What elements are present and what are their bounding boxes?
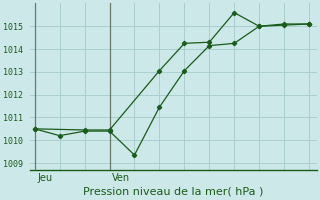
X-axis label: Pression niveau de la mer( hPa ): Pression niveau de la mer( hPa ) bbox=[83, 187, 263, 197]
Text: Ven: Ven bbox=[112, 173, 130, 183]
Text: Jeu: Jeu bbox=[37, 173, 52, 183]
